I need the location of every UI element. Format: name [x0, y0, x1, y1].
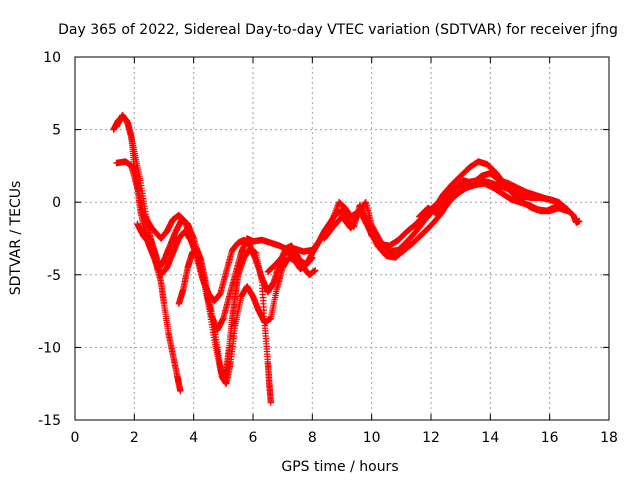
y-tick-label: -15	[38, 413, 61, 429]
y-tick-labels: -15 -10 -5 0 5 10	[38, 50, 61, 429]
x-tick-label: 14	[481, 430, 499, 446]
y-tick-label: 0	[52, 195, 61, 211]
x-axis-label: GPS time / hours	[281, 459, 398, 475]
data-point	[312, 267, 319, 274]
chart-title: Day 365 of 2022, Sidereal Day-to-day VTE…	[58, 22, 618, 38]
gridlines	[75, 57, 609, 420]
data-point	[549, 197, 556, 204]
x-tick-label: 6	[249, 430, 258, 446]
y-axis-label: SDTVAR / TECUs	[8, 181, 24, 296]
y-tick-label: -5	[47, 268, 61, 284]
x-tick-labels: 0 2 4 6 8 10 12 14 16 18	[71, 430, 618, 446]
x-tick-label: 16	[541, 430, 559, 446]
x-tick-label: 12	[422, 430, 440, 446]
data-point	[576, 217, 583, 225]
y-tick-label: 5	[52, 123, 61, 139]
data-point	[267, 399, 274, 406]
series-arc-9	[415, 170, 556, 220]
x-tick-label: 18	[600, 430, 618, 446]
series-arc-4	[134, 220, 274, 406]
x-tick-label: 4	[189, 430, 198, 446]
x-tick-label: 10	[363, 430, 381, 446]
x-tick-label: 8	[308, 430, 317, 446]
data-points	[110, 111, 583, 406]
axis-ticks	[74, 56, 610, 421]
x-tick-label: 2	[130, 430, 139, 446]
data-point	[177, 387, 184, 395]
x-tick-label: 0	[71, 430, 80, 446]
series-arc-8	[321, 180, 583, 261]
y-tick-label: -10	[38, 340, 61, 356]
y-tick-label: 10	[43, 50, 61, 66]
plot-frame	[74, 56, 610, 421]
